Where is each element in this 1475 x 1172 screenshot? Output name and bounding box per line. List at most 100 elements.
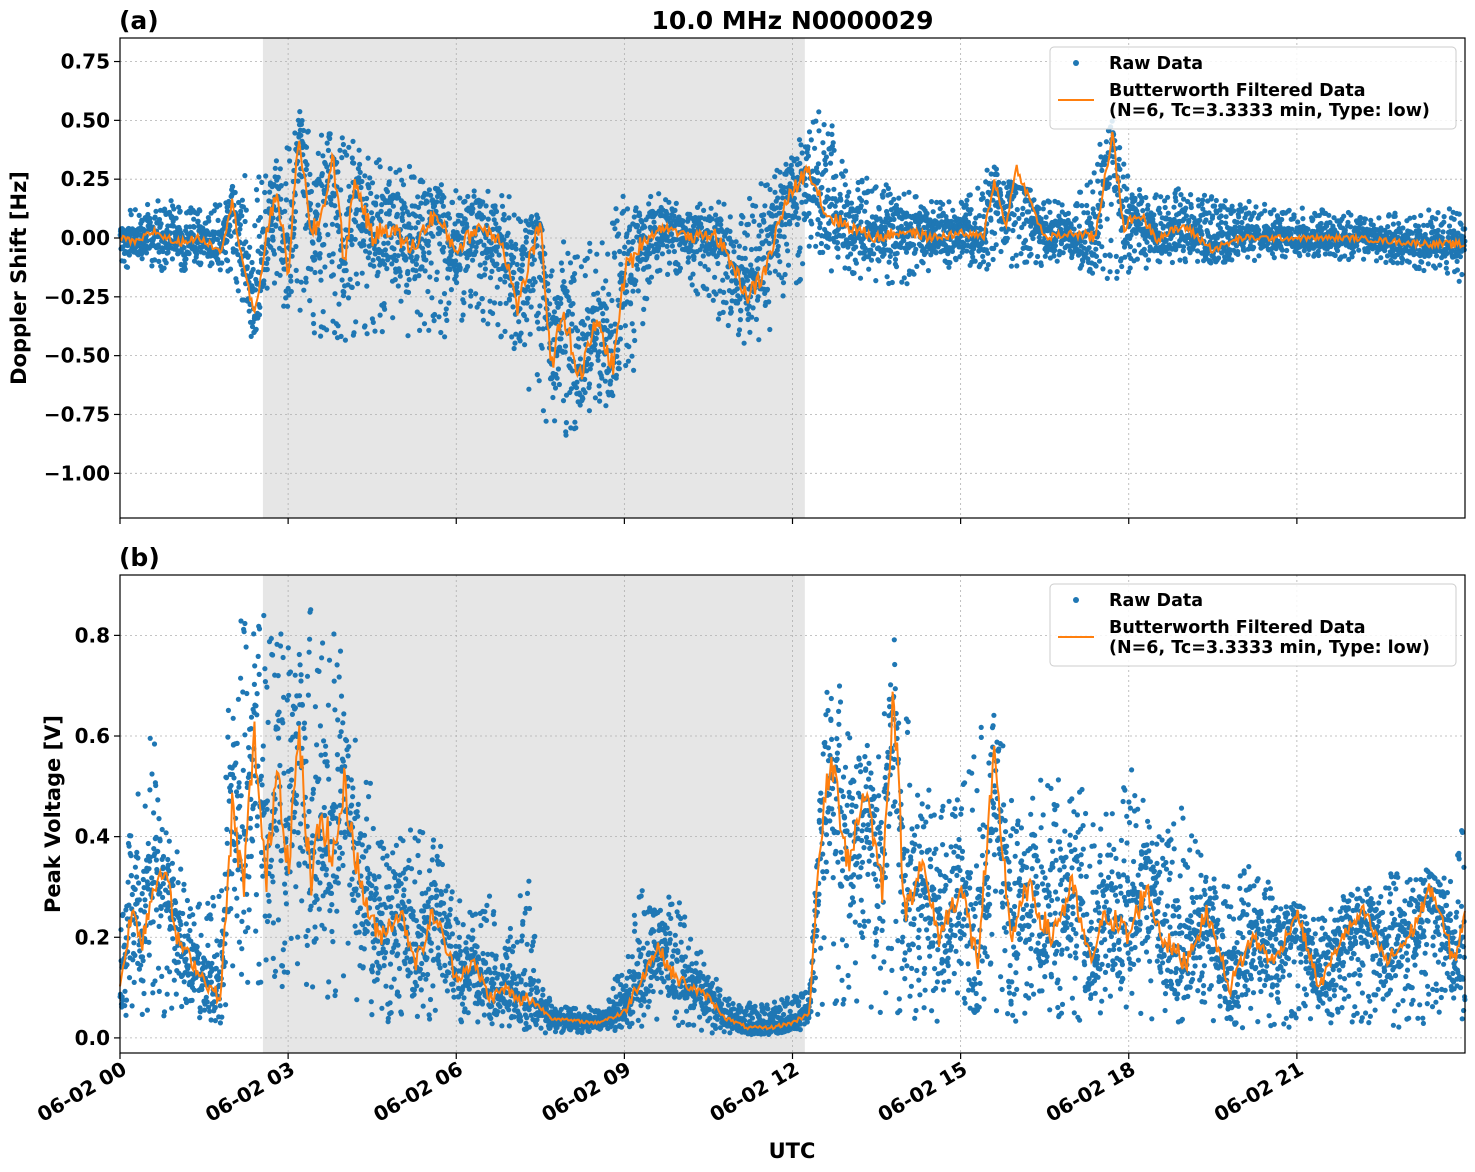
raw-data-point	[1103, 139, 1109, 145]
raw-data-point	[423, 257, 429, 263]
raw-data-point	[689, 282, 695, 288]
raw-data-point	[859, 179, 865, 185]
raw-data-point	[335, 169, 341, 175]
raw-data-point	[1028, 251, 1034, 257]
raw-data-point	[744, 277, 751, 283]
raw-data-point	[1004, 235, 1011, 241]
raw-data-point	[666, 199, 672, 205]
raw-data-point	[700, 253, 706, 259]
raw-data-point	[540, 408, 547, 414]
raw-data-point	[855, 187, 861, 193]
raw-data-point	[562, 349, 568, 355]
raw-data-point	[566, 297, 572, 303]
raw-data-point	[1093, 263, 1099, 269]
raw-data-point	[1027, 246, 1033, 252]
raw-data-point	[1143, 194, 1149, 201]
raw-data-point	[603, 305, 610, 311]
raw-data-point	[587, 366, 593, 372]
raw-data-point	[156, 216, 163, 223]
raw-data-point	[913, 246, 919, 252]
raw-data-point	[364, 331, 370, 337]
raw-data-point	[674, 237, 680, 243]
raw-data-point	[536, 326, 542, 332]
raw-data-point	[567, 260, 574, 266]
raw-data-point	[349, 284, 355, 290]
raw-data-point	[846, 189, 852, 195]
raw-data-point	[501, 237, 507, 243]
raw-data-point	[400, 182, 407, 188]
raw-data-point	[1011, 212, 1017, 218]
raw-data-point	[428, 192, 434, 198]
raw-data-point	[680, 218, 686, 224]
raw-data-point	[842, 182, 848, 188]
raw-data-point	[1071, 226, 1077, 232]
raw-data-point	[660, 242, 666, 248]
raw-data-point	[772, 174, 778, 180]
raw-data-point	[370, 257, 376, 263]
raw-data-point	[723, 300, 729, 306]
raw-data-point	[237, 226, 243, 232]
raw-data-point	[524, 317, 530, 323]
raw-data-point	[265, 256, 271, 262]
raw-data-point	[470, 239, 477, 245]
raw-data-point	[890, 223, 896, 230]
raw-data-point	[364, 195, 370, 202]
raw-data-point	[481, 242, 487, 248]
raw-data-point	[298, 279, 304, 285]
raw-data-point	[168, 198, 174, 204]
raw-data-point	[775, 243, 781, 249]
raw-data-point	[1195, 258, 1201, 264]
raw-data-point	[1239, 219, 1245, 226]
raw-data-point	[853, 260, 860, 266]
raw-data-point	[430, 233, 436, 239]
raw-data-point	[288, 273, 294, 279]
raw-data-point	[808, 234, 814, 240]
raw-data-point	[1212, 203, 1218, 209]
raw-data-point	[736, 327, 743, 333]
raw-data-point	[482, 260, 488, 266]
raw-data-point	[375, 269, 381, 275]
raw-data-point	[981, 259, 987, 265]
raw-data-point	[586, 408, 593, 414]
raw-data-point	[581, 322, 587, 328]
raw-data-point	[648, 274, 655, 280]
raw-data-point	[511, 270, 517, 276]
raw-data-point	[781, 234, 787, 240]
raw-data-point	[775, 252, 781, 258]
raw-data-point	[1288, 231, 1294, 237]
raw-data-point	[1043, 214, 1049, 220]
raw-data-point	[128, 212, 134, 218]
raw-data-point	[592, 341, 598, 347]
raw-data-point	[529, 261, 535, 267]
raw-data-point	[1143, 252, 1149, 258]
raw-data-point	[901, 275, 907, 281]
raw-data-point	[1271, 207, 1277, 213]
raw-data-point	[618, 261, 624, 267]
raw-data-point	[838, 197, 844, 203]
raw-data-point	[998, 248, 1004, 255]
raw-data-point	[341, 289, 347, 295]
raw-data-point	[906, 189, 912, 195]
raw-data-point	[887, 253, 893, 259]
doppler-shift-panel: −1.00−0.75−0.50−0.250.000.250.500.75 Dop…	[7, 6, 1468, 524]
raw-data-point	[1110, 159, 1116, 165]
raw-data-point	[197, 208, 203, 214]
raw-data-point	[310, 312, 316, 318]
raw-data-point	[557, 344, 563, 350]
raw-data-point	[1201, 192, 1208, 198]
raw-data-point	[967, 192, 973, 198]
raw-data-point	[395, 283, 401, 289]
raw-data-point	[421, 250, 427, 256]
raw-data-point	[648, 193, 654, 200]
raw-data-point	[219, 260, 225, 266]
raw-data-point	[246, 308, 252, 314]
raw-data-point	[946, 199, 952, 205]
raw-data-point	[440, 249, 446, 255]
raw-data-point	[1090, 189, 1096, 195]
raw-data-point	[339, 277, 345, 283]
raw-data-point	[416, 273, 422, 279]
raw-data-point	[397, 269, 403, 275]
raw-data-point	[1104, 216, 1110, 222]
raw-data-point	[384, 266, 390, 272]
raw-data-point	[1097, 224, 1104, 230]
